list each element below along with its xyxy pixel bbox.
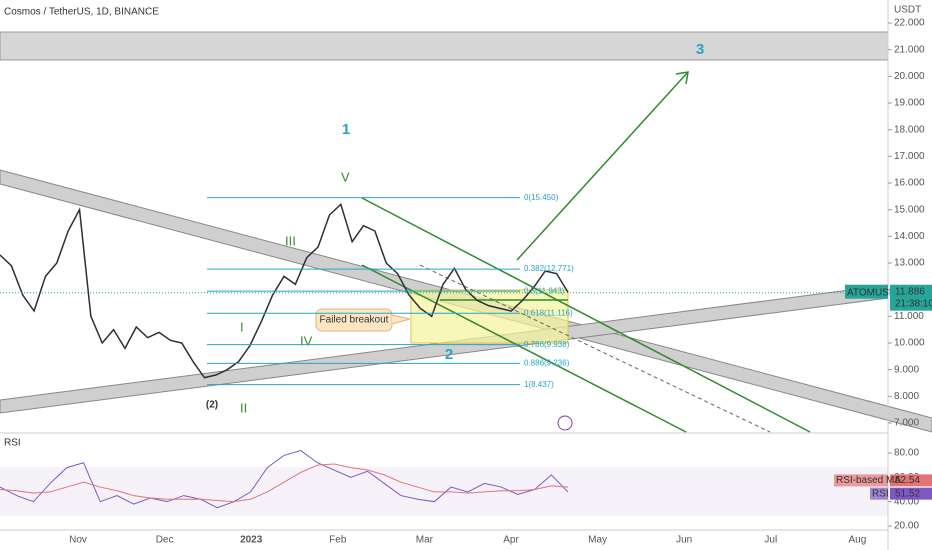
dashed-trend xyxy=(419,264,771,433)
x-tick-label: Nov xyxy=(69,535,87,546)
x-tick-label: Mar xyxy=(416,535,434,546)
rsi-name-badge xyxy=(834,474,888,487)
fib-label: 1(8.437) xyxy=(524,380,554,389)
price-badge xyxy=(890,284,932,311)
subwave-label: I xyxy=(240,319,244,334)
y-tick-label: 21.000 xyxy=(894,44,925,55)
rsi-value: 52.54 xyxy=(895,475,920,486)
y-tick-label: 22.000 xyxy=(894,18,925,29)
rsi-badge xyxy=(890,487,932,500)
subwave-label: IV xyxy=(300,333,313,348)
rsi-badge xyxy=(890,474,932,487)
x-tick-label: Feb xyxy=(329,535,347,546)
wave-label: 3 xyxy=(696,41,704,58)
x-tick-label: Dec xyxy=(156,535,174,546)
x-tick-label: Apr xyxy=(503,535,519,546)
x-tick-label: May xyxy=(588,535,607,546)
x-tick-label: Jun xyxy=(676,535,692,546)
fib-label: 0.886(9.236) xyxy=(524,358,570,367)
y-tick-label: 18.000 xyxy=(894,124,925,135)
rsi-line xyxy=(0,463,569,503)
subwave-label: V xyxy=(341,169,350,184)
rsi-value: 51.52 xyxy=(895,488,920,499)
currency: USDT xyxy=(894,5,921,16)
event-icon xyxy=(557,415,573,431)
x-tick-label: 2023 xyxy=(240,535,263,546)
fib-label: 0(15.450) xyxy=(524,193,559,202)
rsi-tick-label: 20.00 xyxy=(894,521,919,532)
x-tick-label: Aug xyxy=(849,535,867,546)
fib-label: 0.5(11.943) xyxy=(524,286,565,295)
subwave-label: III xyxy=(285,233,296,248)
y-tick-label: 10.000 xyxy=(894,338,925,349)
chart-title: Cosmos / TetherUS, 1D, BINANCE xyxy=(4,7,159,18)
callout-pointer xyxy=(391,314,411,325)
y-tick-label: 19.000 xyxy=(894,98,925,109)
y-tick-label: 9.000 xyxy=(894,364,919,375)
resistance-zone xyxy=(0,31,889,61)
y-tick-label: 7.000 xyxy=(894,418,919,429)
y-tick-label: 16.000 xyxy=(894,178,925,189)
countdown: 21:38:10 xyxy=(895,298,932,309)
fib-label: 0.618(11.116) xyxy=(524,308,573,317)
y-tick-label: 17.000 xyxy=(894,151,925,162)
rsi-title: RSI xyxy=(4,438,21,449)
subwave-label: II xyxy=(240,400,247,415)
fib-label: 0.382(12.771) xyxy=(524,264,574,273)
rsi-name: RSI xyxy=(872,488,889,499)
price-pane xyxy=(0,202,569,379)
rsi-line xyxy=(0,450,569,509)
y-tick-label: 11.000 xyxy=(894,311,924,322)
rsi-name-badge xyxy=(870,487,888,500)
price-badge xyxy=(845,284,888,299)
last-price: 11.886 xyxy=(895,286,925,297)
fib-label: 0.786(9.938) xyxy=(524,340,570,349)
channel xyxy=(361,71,811,433)
rsi-tick-label: 40.00 xyxy=(894,496,919,507)
y-tick-label: 15.000 xyxy=(894,204,925,215)
y-tick-label: 14.000 xyxy=(894,231,925,242)
y-tick-label: 13.000 xyxy=(894,258,925,269)
symbol-label: ATOMUSDT xyxy=(847,287,902,298)
callout-text: Failed breakout xyxy=(320,315,389,326)
y-tick-label: 8.000 xyxy=(894,391,919,402)
wave-label: (2) xyxy=(206,400,218,411)
x-tick-label: Jul xyxy=(764,535,777,546)
wave-label: 2 xyxy=(445,346,453,363)
y-tick-label: 20.000 xyxy=(894,71,925,82)
wave-label: 1 xyxy=(342,121,350,138)
rsi-tick-label: 80.00 xyxy=(894,448,919,459)
rsi-name: RSI-based MA xyxy=(836,475,901,486)
price-line xyxy=(0,202,569,379)
